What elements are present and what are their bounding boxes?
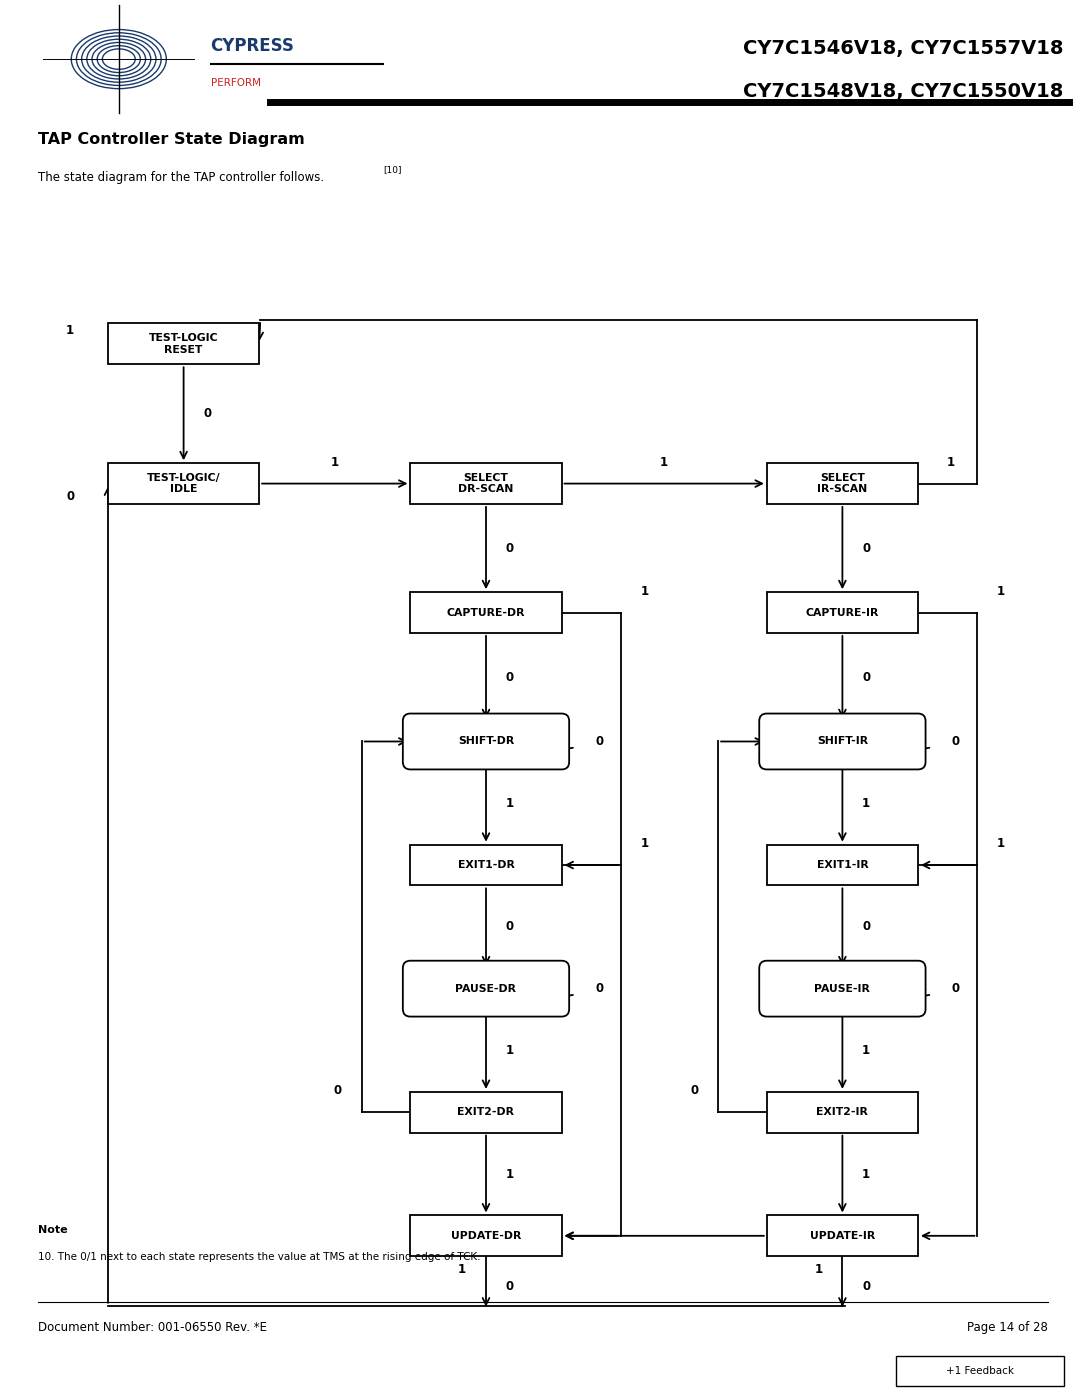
Text: Note: Note [38, 1225, 67, 1235]
Text: CAPTURE-DR: CAPTURE-DR [447, 608, 525, 617]
Text: 1: 1 [862, 1044, 870, 1058]
Text: [10]: [10] [383, 165, 402, 175]
Text: 0: 0 [203, 408, 212, 420]
Text: 1: 1 [458, 1263, 467, 1275]
Text: EXIT1-DR: EXIT1-DR [458, 861, 514, 870]
Text: Document Number: 001-06550 Rev. *E: Document Number: 001-06550 Rev. *E [38, 1320, 267, 1334]
Text: UPDATE-IR: UPDATE-IR [810, 1231, 875, 1241]
Text: SHIFT-DR: SHIFT-DR [458, 736, 514, 746]
Text: 1: 1 [997, 584, 1005, 598]
Text: Page 14 of 28: Page 14 of 28 [967, 1320, 1048, 1334]
Text: 0: 0 [66, 490, 75, 503]
FancyBboxPatch shape [108, 324, 259, 365]
FancyBboxPatch shape [767, 1215, 918, 1256]
Text: CY7C1548V18, CY7C1550V18: CY7C1548V18, CY7C1550V18 [743, 82, 1064, 101]
Text: 0: 0 [505, 671, 514, 683]
Text: EXIT2-IR: EXIT2-IR [816, 1108, 868, 1118]
Text: 1: 1 [640, 837, 649, 849]
Text: 0: 0 [862, 1280, 870, 1292]
Text: 1: 1 [997, 837, 1005, 849]
Text: 10. The 0/1 next to each state represents the value at TMS at the rising edge of: 10. The 0/1 next to each state represent… [38, 1252, 481, 1263]
Text: 1: 1 [660, 455, 669, 468]
Text: 0: 0 [951, 982, 960, 995]
Text: SELECT
IR-SCAN: SELECT IR-SCAN [818, 472, 867, 495]
Text: EXIT2-DR: EXIT2-DR [458, 1108, 514, 1118]
Text: UPDATE-DR: UPDATE-DR [450, 1231, 522, 1241]
Text: +1 Feedback: +1 Feedback [946, 1366, 1013, 1376]
FancyBboxPatch shape [767, 845, 918, 886]
Text: SHIFT-IR: SHIFT-IR [816, 736, 868, 746]
Text: 1: 1 [814, 1263, 823, 1275]
Text: TEST-LOGIC/
IDLE: TEST-LOGIC/ IDLE [147, 472, 220, 495]
FancyBboxPatch shape [410, 1215, 562, 1256]
Text: 1: 1 [505, 1168, 514, 1180]
Text: The state diagram for the TAP controller follows.: The state diagram for the TAP controller… [38, 170, 327, 184]
Text: 1: 1 [946, 455, 955, 468]
Text: 0: 0 [505, 921, 514, 933]
Text: 0: 0 [334, 1084, 342, 1097]
FancyBboxPatch shape [759, 961, 926, 1017]
Text: 1: 1 [66, 324, 75, 338]
Text: 0: 0 [690, 1084, 699, 1097]
Text: 0: 0 [505, 1280, 514, 1292]
Text: 0: 0 [862, 671, 870, 683]
Text: 0: 0 [951, 735, 960, 747]
FancyBboxPatch shape [896, 1356, 1064, 1386]
Text: SELECT
DR-SCAN: SELECT DR-SCAN [458, 472, 514, 495]
FancyBboxPatch shape [767, 464, 918, 504]
FancyBboxPatch shape [410, 464, 562, 504]
FancyBboxPatch shape [410, 1092, 562, 1133]
Text: EXIT1-IR: EXIT1-IR [816, 861, 868, 870]
Text: CYPRESS: CYPRESS [211, 38, 295, 56]
Text: 0: 0 [862, 921, 870, 933]
Text: 1: 1 [505, 1044, 514, 1058]
FancyBboxPatch shape [410, 592, 562, 633]
Text: 0: 0 [862, 542, 870, 555]
Text: 0: 0 [595, 982, 604, 995]
Text: CY7C1546V18, CY7C1557V18: CY7C1546V18, CY7C1557V18 [743, 39, 1064, 57]
Text: CAPTURE-IR: CAPTURE-IR [806, 608, 879, 617]
Text: 1: 1 [330, 455, 339, 468]
Text: 0: 0 [505, 542, 514, 555]
FancyBboxPatch shape [403, 714, 569, 770]
Text: PAUSE-DR: PAUSE-DR [456, 983, 516, 993]
FancyBboxPatch shape [410, 845, 562, 886]
Text: 1: 1 [862, 1168, 870, 1180]
Text: TAP Controller State Diagram: TAP Controller State Diagram [38, 133, 305, 147]
Text: TEST-LOGIC
RESET: TEST-LOGIC RESET [149, 332, 218, 355]
FancyBboxPatch shape [767, 592, 918, 633]
Text: 1: 1 [505, 796, 514, 810]
Text: 1: 1 [862, 796, 870, 810]
FancyBboxPatch shape [759, 714, 926, 770]
FancyBboxPatch shape [403, 961, 569, 1017]
Text: 1: 1 [640, 584, 649, 598]
Text: PERFORM: PERFORM [211, 78, 260, 88]
Text: 0: 0 [595, 735, 604, 747]
FancyBboxPatch shape [767, 1092, 918, 1133]
FancyBboxPatch shape [108, 464, 259, 504]
Text: PAUSE-IR: PAUSE-IR [814, 983, 870, 993]
